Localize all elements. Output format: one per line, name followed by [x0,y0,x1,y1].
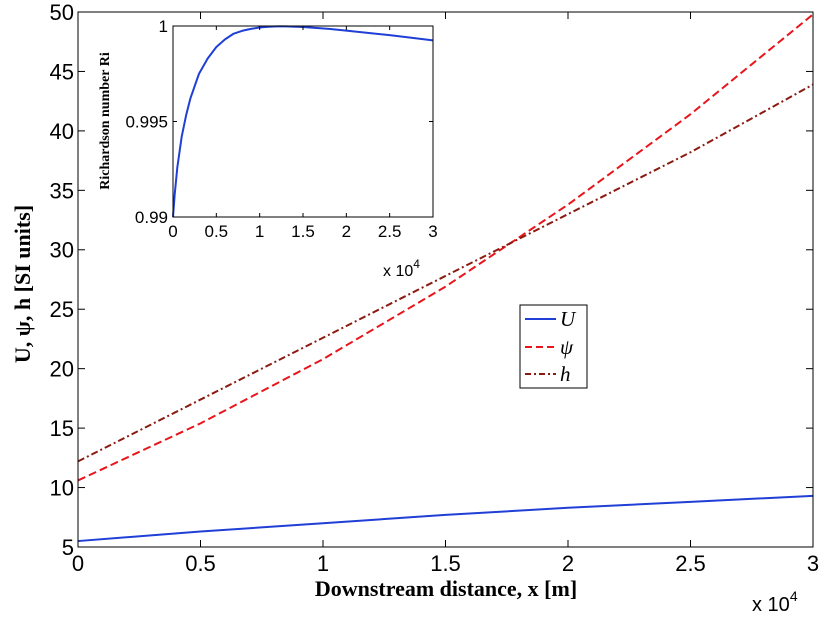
inset-y-tick-label-1: 0.995 [125,113,168,132]
main-x-tick-label-2: 1 [317,551,329,576]
inset-y-tick-label-2: 1 [159,17,168,36]
main-series-line-2 [77,83,814,463]
main-x-tick-label-3: 1.5 [430,551,461,576]
main-y-tick-label-3: 20 [50,357,74,382]
main-y-tick-label-0: 5 [62,535,74,560]
main-x-tick-label-4: 2 [562,551,574,576]
inset-x-axis-multiplier: x 104 [383,257,420,280]
main-y-tick-label-9: 50 [50,0,74,25]
legend-label-psi: ψ [560,335,574,359]
main-y-tick-label-4: 25 [50,297,74,322]
x-axis-title: Downstream distance, x [m] [315,576,577,601]
main-y-tick-label-8: 45 [50,59,74,84]
main-y-tick-label-6: 35 [50,178,74,203]
main-x-tick-label-5: 2.5 [675,551,706,576]
legend-label-u: U [560,307,577,331]
main-y-tick-label-1: 10 [50,475,74,500]
y-axis-title: U, ψ, h [SI units] [10,205,35,363]
inset-x-tick-label-6: 3 [428,222,437,241]
inset-x-tick-label-0: 0 [168,222,177,241]
inset-y-tick-label-0: 0.99 [135,208,168,227]
legend: U ψ h [519,304,588,389]
main-x-tick-label-0: 0 [72,551,84,576]
main-y-tick-label-5: 30 [50,238,74,263]
inset-x-tick-label-1: 0.5 [205,222,229,241]
inset-x-tick-label-5: 2.5 [378,222,402,241]
main-y-tick-label-7: 40 [50,119,74,144]
inset-x-tick-label-4: 2 [342,222,351,241]
main-series-line-0 [77,494,814,543]
inset-series-line-0 [172,25,434,218]
main-y-tick-label-2: 15 [50,416,74,441]
main-series-line-1 [77,13,814,482]
inset-y-axis-title: Richardson number Ri [98,52,113,190]
legend-label-h: h [560,362,571,386]
inset-x-tick-label-3: 1.5 [291,222,315,241]
main-x-tick-label-6: 3 [807,551,819,576]
inset-x-tick-label-2: 1 [255,222,264,241]
main-x-tick-label-1: 0.5 [185,551,216,576]
inset-background [173,26,433,217]
x-axis-multiplier: x 104 [752,588,798,616]
